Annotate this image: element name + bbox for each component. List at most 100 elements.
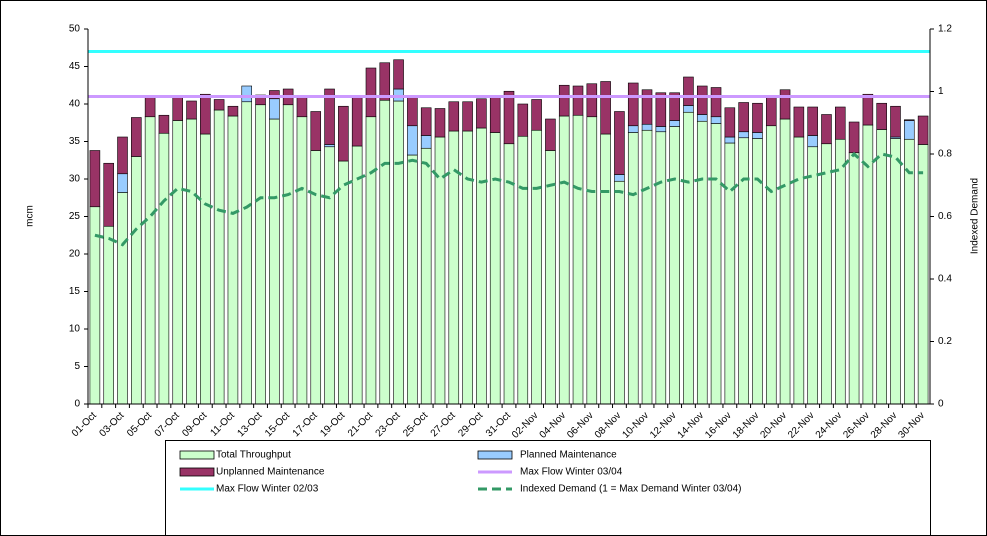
- bar: [324, 88, 335, 145]
- bar: [669, 92, 680, 121]
- bar: [351, 96, 363, 147]
- bar: [835, 138, 846, 405]
- legend-label: Planned Maintenance: [520, 450, 617, 461]
- bar: [917, 144, 929, 405]
- bar: [779, 118, 791, 405]
- bar: [172, 120, 183, 405]
- bar: [738, 131, 749, 139]
- bar: [821, 114, 832, 145]
- bar: [227, 115, 239, 405]
- bar: [462, 101, 473, 132]
- bar: [324, 144, 335, 148]
- bar: [683, 111, 694, 405]
- bar: [904, 120, 915, 140]
- bar: [338, 160, 349, 405]
- bar: [213, 109, 225, 405]
- bar: [407, 96, 418, 127]
- bar: [517, 103, 529, 137]
- legend-label: Indexed Demand (1 = Max Demand Winter 03…: [520, 484, 742, 495]
- y2-tick-label: 1.2: [938, 24, 952, 35]
- bar: [848, 152, 860, 405]
- bar: [876, 129, 887, 405]
- bar: [904, 119, 915, 121]
- y-tick-label: 10: [69, 324, 81, 335]
- bar: [131, 117, 142, 157]
- y-tick-label: 0: [74, 399, 80, 410]
- bar: [683, 76, 694, 106]
- bar: [407, 125, 418, 156]
- bar: [545, 118, 556, 151]
- bar: [779, 89, 791, 120]
- bar: [558, 115, 570, 405]
- y2-tick-label: 0.8: [938, 149, 952, 160]
- bar: [904, 138, 915, 405]
- bar: [614, 174, 625, 182]
- bar: [545, 150, 556, 405]
- bar: [365, 116, 377, 405]
- bar: [131, 156, 142, 405]
- legend-label: Unplanned Maintenance: [216, 467, 325, 478]
- bar: [517, 135, 529, 405]
- bar: [531, 99, 542, 131]
- bar: [282, 104, 294, 405]
- bar: [379, 62, 391, 101]
- bar: [724, 107, 736, 138]
- bar: [641, 123, 653, 131]
- y2-tick-label: 0: [938, 399, 944, 410]
- bar: [434, 108, 446, 138]
- bar: [669, 126, 680, 405]
- bar: [489, 132, 501, 405]
- bar: [420, 147, 432, 405]
- y2-tick-label: 0.6: [938, 211, 952, 222]
- y-tick-label: 5: [74, 361, 80, 372]
- bar: [696, 120, 708, 405]
- bar: [310, 111, 322, 151]
- bar: [807, 146, 818, 405]
- y2-tick-label: 0.4: [938, 274, 952, 285]
- bar: [683, 105, 694, 113]
- bar: [807, 135, 818, 148]
- bar: [793, 106, 805, 138]
- bar: [890, 138, 901, 405]
- legend-label: Total Throughput: [216, 450, 291, 461]
- y2-tick-label: 0.2: [938, 336, 952, 347]
- bar: [379, 99, 391, 405]
- bar: [269, 98, 280, 120]
- legend-swatch: [179, 467, 215, 477]
- bar: [572, 85, 584, 116]
- y-tick-label: 40: [69, 99, 81, 110]
- bar: [476, 98, 487, 129]
- legend-swatch: [179, 450, 215, 460]
- bar: [572, 114, 584, 405]
- y-tick-label: 50: [69, 24, 81, 35]
- bar: [144, 116, 156, 405]
- bar: [627, 132, 639, 405]
- bar: [614, 111, 625, 175]
- bar: [641, 89, 653, 125]
- bar: [393, 100, 404, 405]
- bar: [420, 107, 432, 136]
- legend-label: Max Flow Winter 02/03: [216, 484, 319, 495]
- bar: [200, 93, 211, 135]
- bar: [269, 90, 280, 100]
- legend-box: [165, 440, 931, 536]
- bar: [186, 100, 197, 120]
- bar: [241, 101, 253, 405]
- bar: [558, 84, 570, 117]
- bar: [158, 132, 170, 405]
- bar: [186, 118, 197, 405]
- bar: [324, 146, 335, 405]
- y-tick-label: 30: [69, 174, 81, 185]
- bar: [338, 105, 349, 162]
- y-tick-label: 45: [69, 61, 81, 72]
- demand-line: [94, 151, 924, 247]
- y-axis-label: mcm: [25, 205, 36, 227]
- bar: [586, 116, 598, 405]
- bar: [641, 129, 653, 405]
- bar: [255, 104, 266, 405]
- bar: [269, 118, 280, 405]
- bar: [696, 85, 708, 115]
- bar: [462, 130, 473, 405]
- bar: [765, 125, 777, 405]
